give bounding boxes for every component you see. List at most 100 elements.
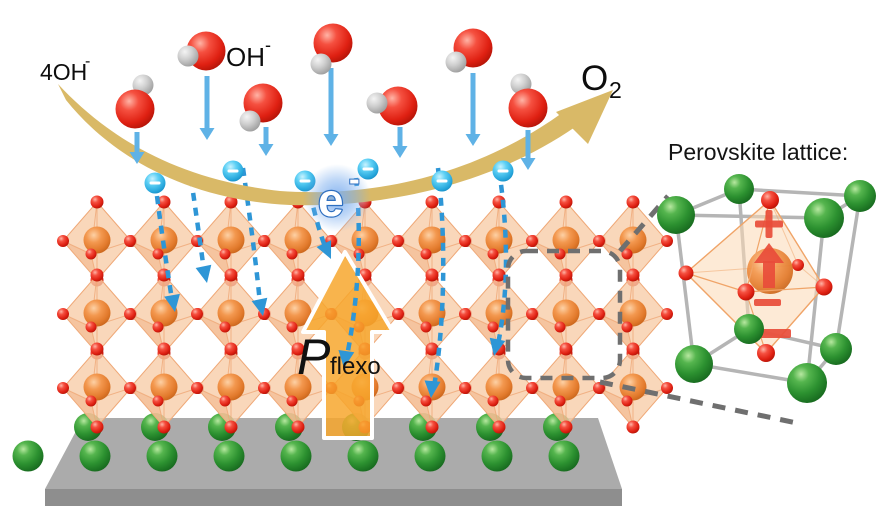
oxygen-atom [392,308,404,320]
octahedron-shade [63,388,97,427]
oxygen-atom [152,321,164,333]
b-site-atom [351,226,379,254]
oxygen-atom [90,420,104,434]
substrate-atom [347,440,379,472]
electron-path [240,167,263,305]
water-oxygen [115,89,155,129]
oxygen-atom [593,235,605,247]
cell-oxygen [815,278,833,296]
label-4oh-sup: - [85,53,90,70]
oxygen-atom [286,321,298,333]
octahedron-shade [197,314,231,353]
b-site-atom [150,373,178,401]
label-o2-sub: 2 [609,77,622,103]
cell-oxygen-back [792,259,804,271]
oxygen-atom [487,321,499,333]
substrate-top [45,418,622,489]
octahedron-shade [465,241,499,280]
oxygen-atom [425,268,439,282]
electron-path-arrowhead [424,380,441,398]
electron-minus [497,169,509,173]
cell-oxygen [737,283,755,301]
b-site-atom [485,226,513,254]
octahedron-shade [264,388,298,427]
cell-edge [674,213,696,366]
octahedron-shade [264,314,298,353]
oxygen-atom [85,395,97,407]
cell-corner-atom [787,363,827,403]
octahedron-shade [63,241,97,280]
b-site-atom [284,299,312,327]
oxygen-atom [157,342,171,356]
cell-corner-atom [657,196,695,234]
b-site-atom [150,299,178,327]
oxygen-atom [224,420,238,434]
oxygen-atom [224,268,238,282]
cell-corner-atom [820,333,852,365]
oxygen-atom [219,248,231,260]
oxygen-atom [492,420,506,434]
molecule-arrowhead [520,158,536,170]
electron-label: e [318,174,344,226]
water-hydrogen [310,53,332,75]
substrate-atom [414,440,446,472]
layer-labels: 4OH - OH - O 2 P flexo Perovskite lattic… [40,35,848,385]
oxygen-atom [219,395,231,407]
oxygen-atom [559,342,573,356]
oxygen-atom [90,195,104,209]
substrate-atom [213,440,245,472]
label-4oh: 4OH [40,59,87,85]
b-site-atom [552,299,580,327]
b-site-atom [418,226,446,254]
oxygen-atom [90,342,104,356]
oxygen-atom [286,395,298,407]
layer-electrons [144,158,514,194]
electron-minus [436,179,448,183]
oxygen-atom [191,382,203,394]
cell-corner-atom [734,314,764,344]
cell-corner-atom [675,345,713,383]
cell-edge [737,187,862,198]
molecule-arrowhead [323,134,339,146]
molecule-arrowhead [465,134,481,146]
octahedron-shade [599,314,633,353]
octahedron-shade [197,241,231,280]
oxygen-atom [420,248,432,260]
oxygen-atom [554,321,566,333]
octahedron-shade [197,388,231,427]
panel-title: Perovskite lattice: [668,139,848,165]
electron-path-arrowhead [195,264,212,283]
oxygen-atom [626,195,640,209]
oxygen-atom [258,235,270,247]
oxygen-atom [224,342,238,356]
octahedron-shade [532,388,566,427]
oxygen-atom [661,308,673,320]
electron-minus [149,181,161,185]
reaction-arc-arrowhead [556,90,613,144]
b-site-atom [284,226,312,254]
oxygen-atom [420,321,432,333]
water-hydrogen [366,92,388,114]
electron-minus [227,169,239,173]
octahedron-shade [532,241,566,280]
minus-mark [757,329,791,338]
electron-path [431,167,446,388]
dipole-arrow-shaft [763,261,775,288]
oxygen-atom [425,342,439,356]
layer-molecules [115,23,548,170]
electron-path-arrowhead [316,240,332,259]
water-hydrogen [177,45,199,67]
oxygen-atom [621,321,633,333]
highlight-box [505,248,623,381]
electron-path-arrowhead [251,297,268,316]
oxygen-atom [593,308,605,320]
oxygen-atom [621,395,633,407]
electron-badge: e - [303,160,371,232]
octahedron-shade [130,314,164,353]
oxygen-atom [124,308,136,320]
cell-octahedron-front-edges [685,199,825,354]
cell-edge [834,194,862,351]
b-site-atom [83,226,111,254]
b-site-atom [552,226,580,254]
electron-glow-icon [303,164,371,232]
